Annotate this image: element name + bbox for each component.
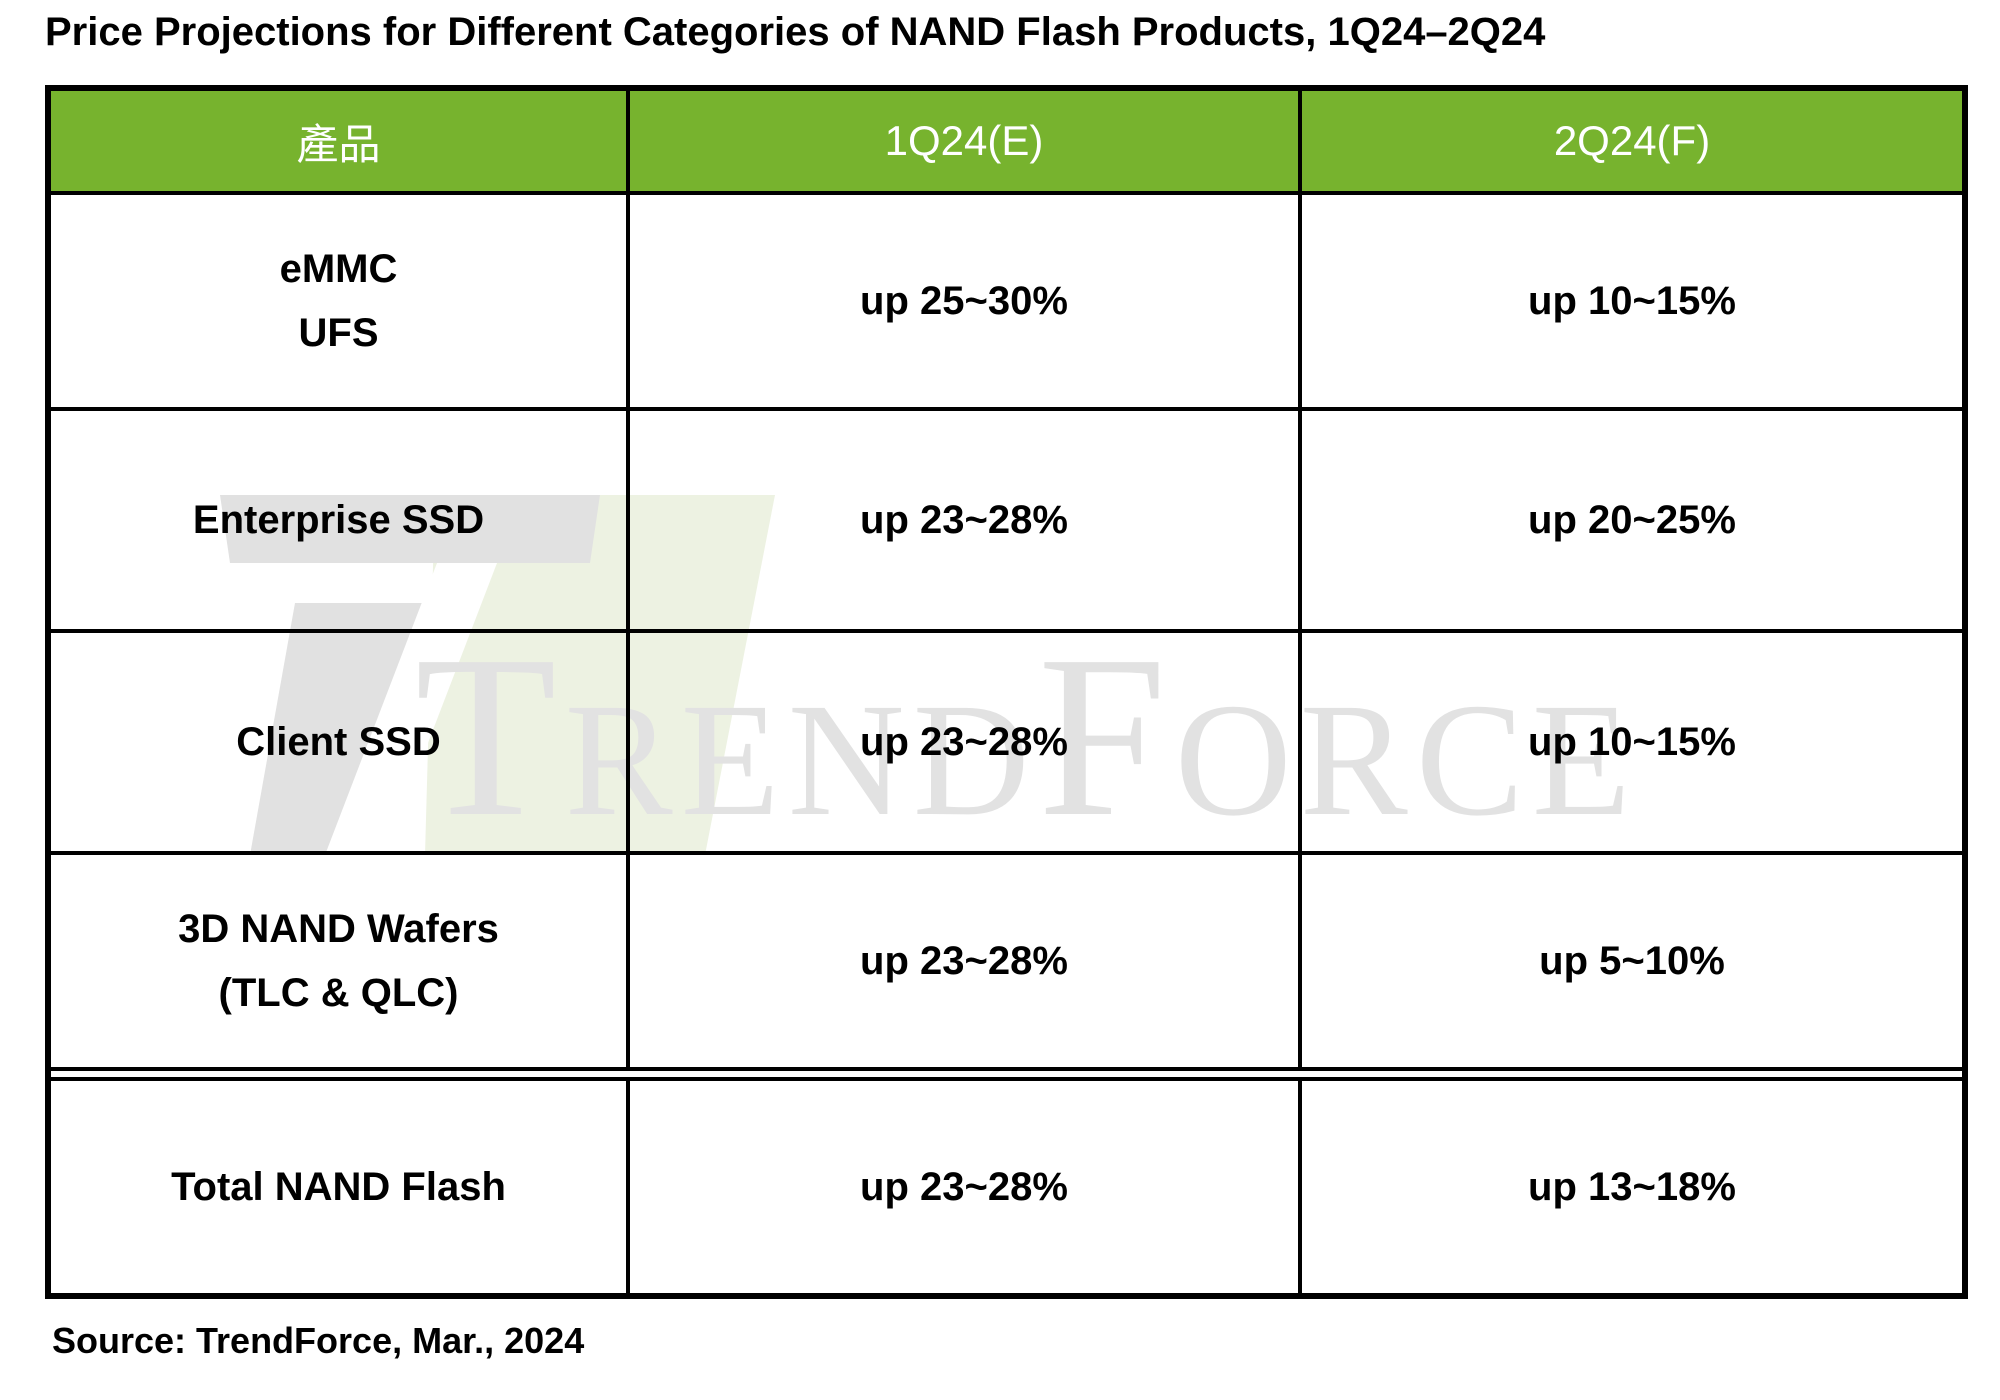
table-row-client-ssd: Client SSD up 23~28% up 10~15% bbox=[46, 629, 1967, 855]
header-1q24: 1Q24(E) bbox=[626, 86, 1302, 195]
q1-value-cell: up 23~28% bbox=[626, 851, 1302, 1071]
q1-value-cell: up 23~28% bbox=[626, 1077, 1302, 1298]
page-title: Price Projections for Different Categori… bbox=[45, 10, 1546, 54]
product-cell: eMMC UFS bbox=[46, 191, 630, 411]
source-note: Source: TrendForce, Mar., 2024 bbox=[52, 1320, 585, 1361]
product-line: Client SSD bbox=[236, 720, 441, 764]
product-cell: Enterprise SSD bbox=[46, 407, 630, 633]
price-projection-table: 產品 1Q24(E) 2Q24(F) eMMC UFS up 25~30% up… bbox=[45, 85, 1968, 1299]
q2-value-cell: up 20~25% bbox=[1298, 407, 1967, 633]
product-line: (TLC & QLC) bbox=[218, 971, 459, 1015]
q2-value-cell: up 5~10% bbox=[1298, 851, 1967, 1071]
product-line: Enterprise SSD bbox=[192, 498, 485, 542]
table-row-3d-nand-wafers: 3D NAND Wafers (TLC & QLC) up 23~28% up … bbox=[46, 851, 1967, 1071]
table-row-total-nand-flash: Total NAND Flash up 23~28% up 13~18% bbox=[46, 1077, 1967, 1298]
q1-value-cell: up 23~28% bbox=[626, 629, 1302, 855]
product-line: Total NAND Flash bbox=[171, 1165, 506, 1209]
header-row: 產品 1Q24(E) 2Q24(F) bbox=[46, 86, 1967, 195]
q2-value-cell: up 10~15% bbox=[1298, 629, 1967, 855]
product-cell: Total NAND Flash bbox=[46, 1077, 630, 1298]
header-2q24: 2Q24(F) bbox=[1298, 86, 1967, 195]
table-container: TrendForce 產品 1Q24(E) 2Q24(F) eMMC UFS u… bbox=[45, 85, 1968, 1299]
double-border-gap bbox=[48, 1067, 1965, 1081]
product-cell: Client SSD bbox=[46, 629, 630, 855]
q1-value-cell: up 23~28% bbox=[626, 407, 1302, 633]
double-border-spacer bbox=[48, 1067, 1965, 1081]
product-line: eMMC bbox=[279, 247, 398, 291]
product-cell: 3D NAND Wafers (TLC & QLC) bbox=[46, 851, 630, 1071]
q2-value-cell: up 13~18% bbox=[1298, 1077, 1967, 1298]
product-line: UFS bbox=[298, 311, 379, 355]
product-line: 3D NAND Wafers bbox=[178, 907, 499, 951]
q1-value-cell: up 25~30% bbox=[626, 191, 1302, 411]
table-row-enterprise-ssd: Enterprise SSD up 23~28% up 20~25% bbox=[46, 407, 1967, 633]
table-row-emmc-ufs: eMMC UFS up 25~30% up 10~15% bbox=[46, 191, 1967, 411]
q2-value-cell: up 10~15% bbox=[1298, 191, 1967, 411]
header-product: 產品 bbox=[46, 86, 630, 195]
